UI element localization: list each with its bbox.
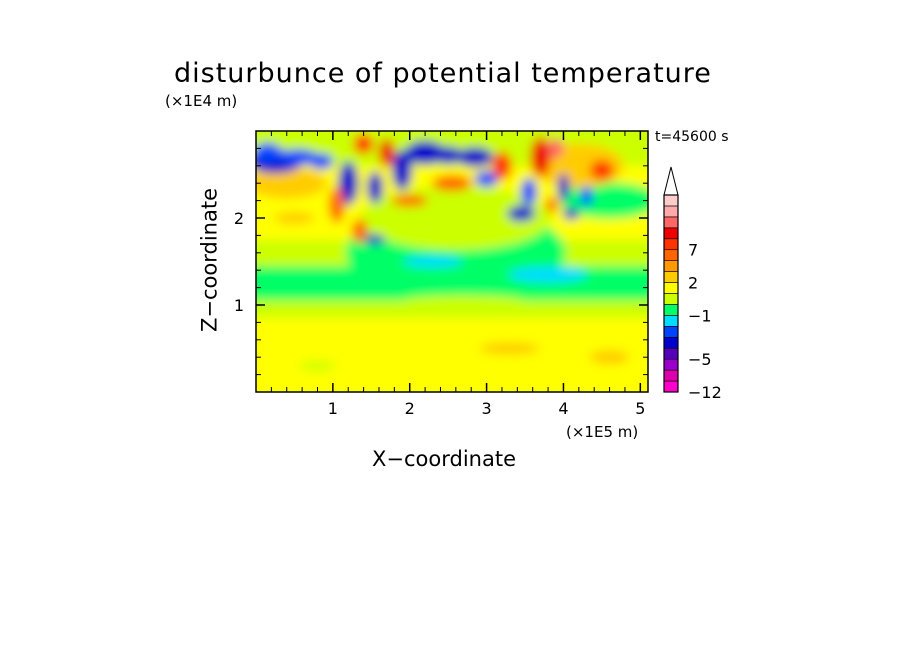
x-unit-label: (×1E5 m) — [566, 423, 639, 441]
colorbar-bin — [663, 249, 679, 261]
colorbar-bin — [663, 293, 679, 305]
x-axis-label: X−coordinate — [372, 447, 516, 471]
y-tick-label: 1 — [234, 296, 244, 315]
chart-title: disturbunce of potential temperature — [174, 58, 712, 89]
colorbar: 7 2 −1 −5 −12 — [663, 166, 722, 402]
colorbar-bin — [663, 271, 679, 283]
x-tick-label: 5 — [635, 399, 645, 418]
colorbar-bin — [663, 216, 679, 229]
colorbar-bin — [663, 227, 679, 240]
colorbar-frame — [663, 194, 679, 393]
colorbar-tick-label: −1 — [688, 306, 712, 325]
time-annotation: t=45600 s — [655, 129, 729, 145]
colorbar-bin — [663, 304, 679, 316]
colorbar-bin — [663, 358, 679, 371]
colorbar-bin — [663, 238, 679, 251]
heatmap-field — [256, 131, 648, 392]
colorbar-bin — [663, 282, 679, 294]
x-tick-label: 1 — [328, 399, 338, 418]
colorbar-bin — [663, 194, 679, 207]
x-tick-label: 2 — [405, 399, 415, 418]
colorbar-tick-label: 2 — [688, 274, 698, 293]
colorbar-tick-label: 7 — [688, 241, 698, 260]
plot-frame — [255, 130, 649, 393]
colorbar-bin — [663, 369, 679, 382]
colorbar-bin — [663, 347, 679, 360]
colorbar-tick-label: −12 — [688, 383, 722, 402]
y-unit-label: (×1E4 m) — [165, 92, 238, 110]
colorbar-bin — [663, 205, 679, 218]
x-tick-label: 4 — [558, 399, 568, 418]
y-tick-label: 2 — [234, 209, 244, 228]
colorbar-extend-arrow — [663, 166, 679, 196]
colorbar-bin — [663, 336, 679, 349]
colorbar-bin — [663, 380, 679, 393]
colorbar-bin — [663, 326, 679, 338]
x-tick-label: 3 — [481, 399, 491, 418]
colorbar-bin — [663, 260, 679, 272]
colorbar-tick-label: −5 — [688, 350, 712, 369]
colorbar-bin — [663, 315, 679, 327]
